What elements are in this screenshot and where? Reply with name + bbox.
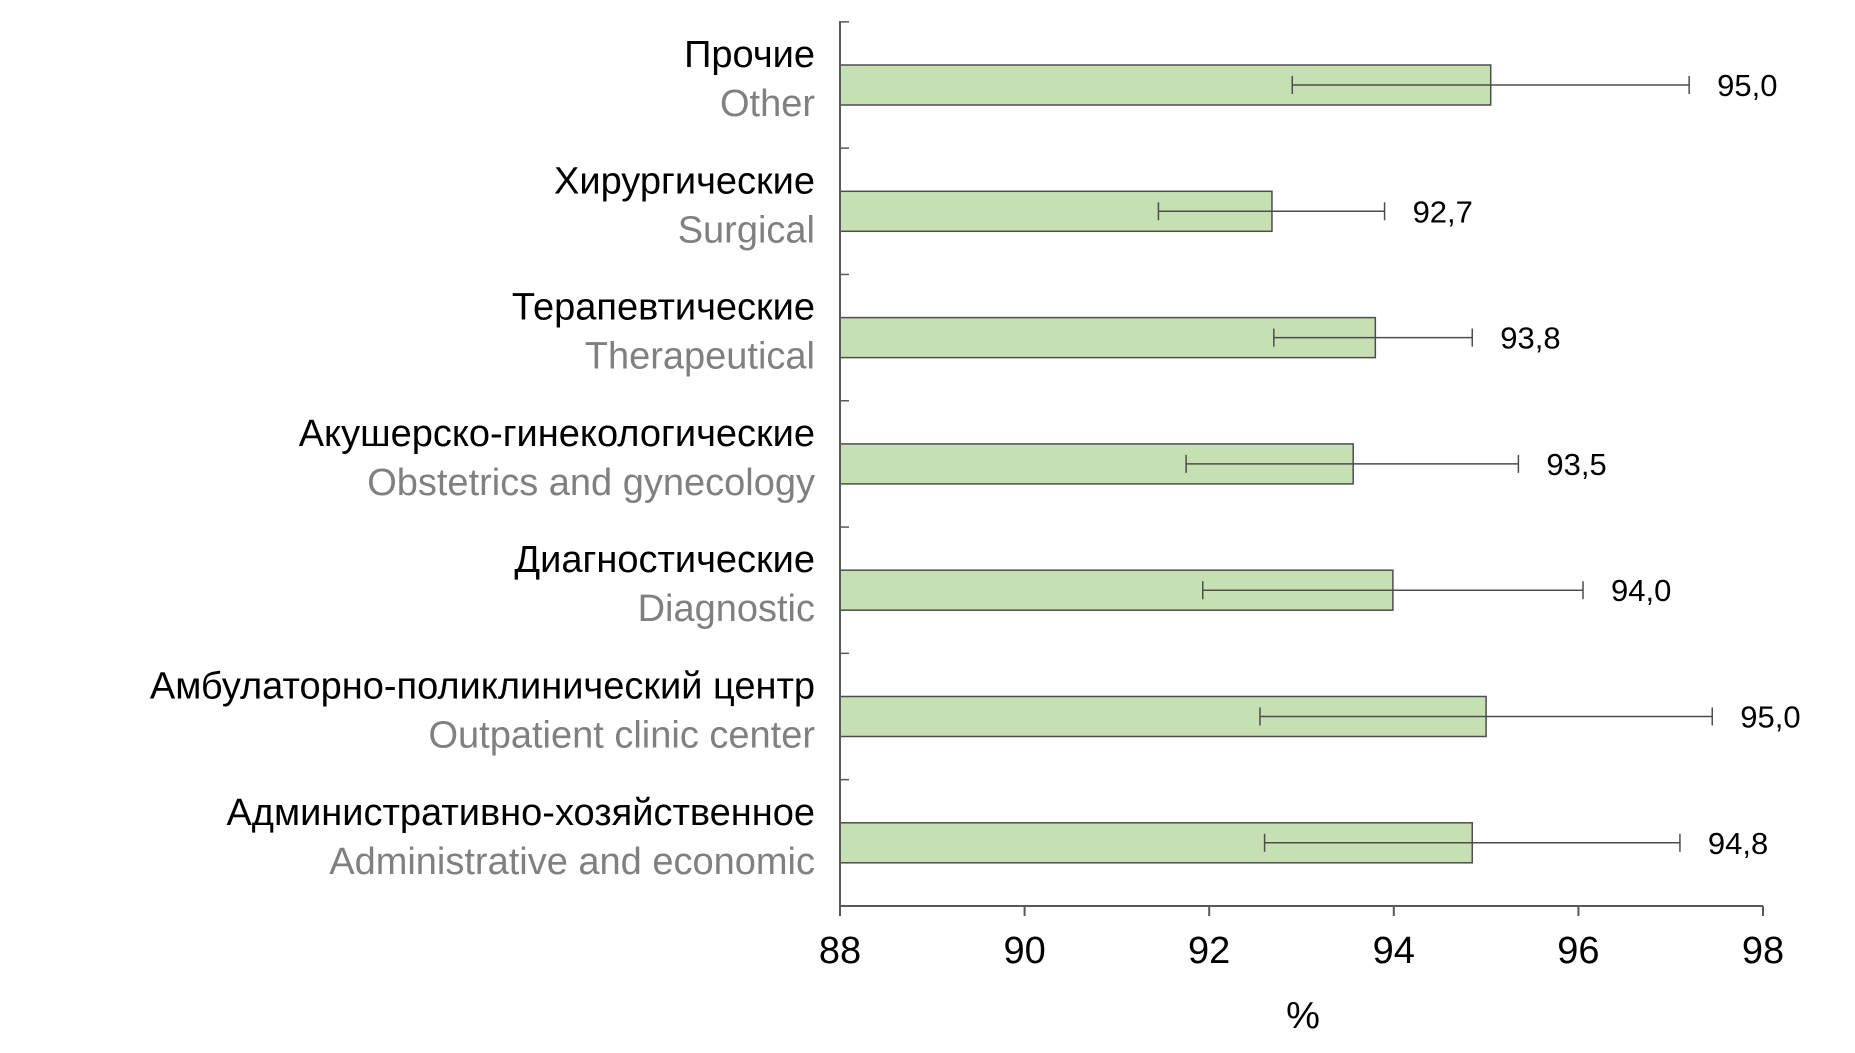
x-tick-label: 90 (1003, 930, 1045, 972)
category-label-en: Other (720, 83, 815, 125)
value-label: 93,5 (1546, 447, 1606, 482)
value-label: 94,8 (1708, 826, 1768, 861)
category-label-ru: Хирургические (554, 160, 815, 202)
x-tick-label: 88 (819, 930, 861, 972)
x-tick-label: 98 (1742, 930, 1784, 972)
value-label: 93,8 (1500, 321, 1560, 356)
x-tick-label: 92 (1188, 930, 1230, 972)
value-label: 94,0 (1611, 573, 1671, 608)
x-tick-label: 94 (1373, 930, 1415, 972)
value-label: 95,0 (1740, 700, 1800, 735)
category-label-ru: Административно-хозяйственное (226, 792, 815, 834)
value-label: 92,7 (1413, 194, 1473, 229)
category-label-en: Diagnostic (638, 588, 815, 630)
category-label-ru: Прочие (684, 34, 815, 76)
category-label-ru: Амбулаторно-поликлинический центр (150, 666, 815, 708)
value-labels-layer: 95,0 92,7 93,8 93,5 94,0 95,0 94,8 (1413, 68, 1801, 861)
category-label-ru: Акушерско-гинекологические (299, 413, 815, 455)
category-label-en: Outpatient clinic center (428, 715, 815, 757)
axes-layer: 88 90 92 94 96 98 (819, 21, 1784, 972)
category-label-ru: Диагностические (514, 539, 815, 581)
value-label: 95,0 (1717, 68, 1777, 103)
x-axis-title: % (1286, 995, 1320, 1037)
x-tick-label: 96 (1557, 930, 1599, 972)
category-label-en: Obstetrics and gynecology (367, 462, 815, 504)
category-labels-layer: Прочие Other Хирургические Surgical Терапевт… (150, 34, 815, 883)
category-label-ru: Терапевтические (512, 287, 815, 329)
category-label-en: Therapeutical (585, 336, 815, 378)
category-label-en: Surgical (678, 209, 815, 251)
category-label-en: Administrative and economic (329, 841, 815, 883)
error-bars-layer (1157, 76, 1713, 852)
